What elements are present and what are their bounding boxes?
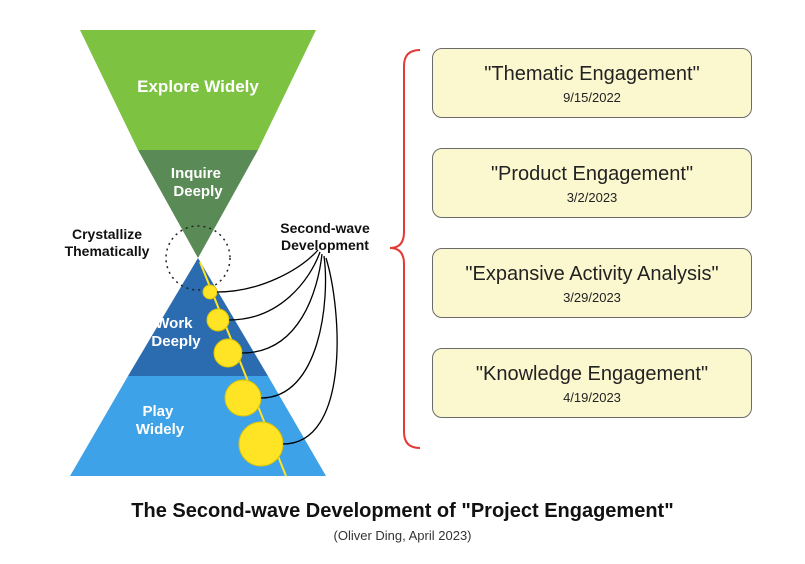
play-widely-band	[70, 376, 326, 476]
play-widely-label: Play Widely	[136, 403, 185, 438]
work-deeply-band	[128, 258, 268, 376]
card-title: "Expansive Activity Analysis"	[453, 263, 731, 286]
inquire-deeply-label: Inquire Deeply	[171, 165, 225, 200]
card-date: 9/15/2022	[453, 90, 731, 105]
bracket	[390, 50, 420, 448]
card-expansive-activity-analysis: "Expansive Activity Analysis" 3/29/2023	[432, 248, 752, 318]
card-title: "Knowledge Engagement"	[453, 363, 731, 386]
card-knowledge-engagement: "Knowledge Engagement" 4/19/2023	[432, 348, 752, 418]
second-wave-label: Second-wave Development	[260, 220, 390, 254]
explore-widely-label: Explore Widely	[137, 77, 259, 96]
card-date: 4/19/2023	[453, 390, 731, 405]
card-date: 3/29/2023	[453, 290, 731, 305]
caption-main: The Second-wave Development of "Project …	[0, 500, 805, 523]
engagement-cards: "Thematic Engagement" 9/15/2022 "Product…	[432, 48, 752, 448]
card-product-engagement: "Product Engagement" 3/2/2023	[432, 148, 752, 218]
crystallize-label: Crystallize Thematically	[52, 226, 162, 260]
card-thematic-engagement: "Thematic Engagement" 9/15/2022	[432, 48, 752, 118]
card-title: "Product Engagement"	[453, 163, 731, 186]
work-deeply-label: Work Deeply	[151, 315, 201, 350]
card-title: "Thematic Engagement"	[453, 63, 731, 86]
caption-sub: (Oliver Ding, April 2023)	[0, 528, 805, 543]
card-date: 3/2/2023	[453, 190, 731, 205]
